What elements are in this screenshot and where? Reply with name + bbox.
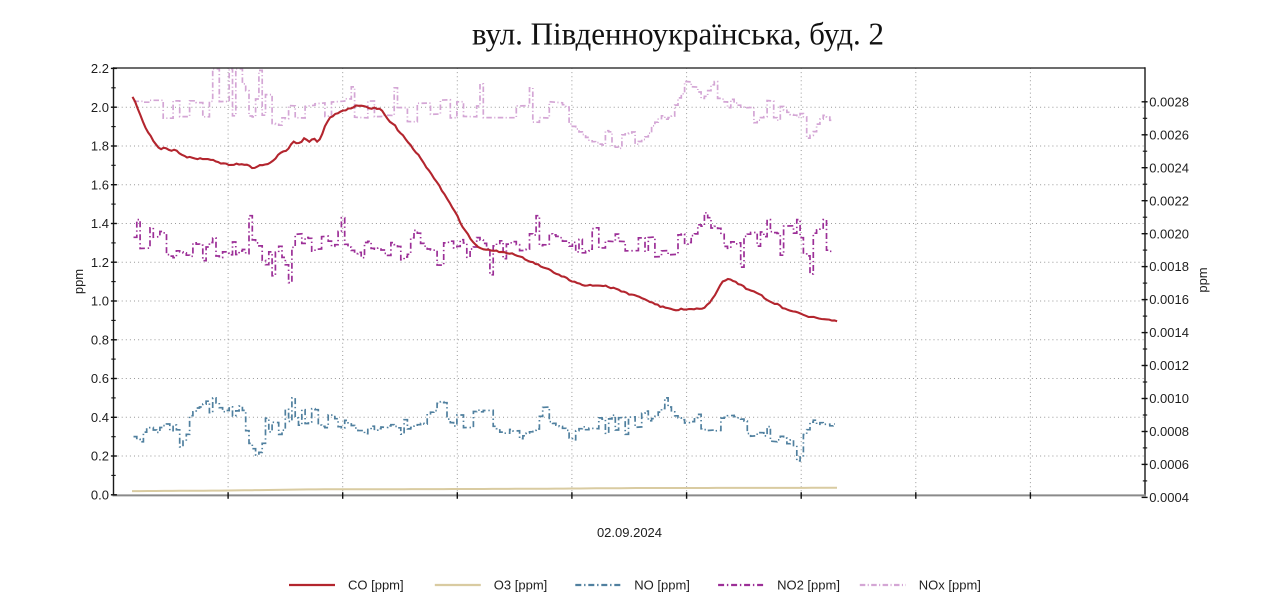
svg-text:0.2: 0.2 — [91, 449, 109, 464]
svg-text:ppm: ppm — [1195, 267, 1210, 292]
svg-text:0.0004: 0.0004 — [1149, 490, 1189, 505]
svg-text:0.0012: 0.0012 — [1149, 358, 1189, 373]
svg-text:0.4: 0.4 — [91, 410, 109, 425]
svg-text:1.2: 1.2 — [91, 255, 109, 270]
svg-text:0.0018: 0.0018 — [1149, 259, 1189, 274]
svg-text:0.8: 0.8 — [91, 332, 109, 347]
svg-text:0.0006: 0.0006 — [1149, 457, 1189, 472]
svg-text:0.0028: 0.0028 — [1149, 94, 1189, 109]
svg-text:O3 [ppm]: O3 [ppm] — [494, 577, 547, 592]
svg-text:вул. Південноукраїнська, буд.: вул. Південноукраїнська, буд. 2 — [472, 16, 884, 52]
svg-text:0.0026: 0.0026 — [1149, 127, 1189, 142]
svg-text:0.0008: 0.0008 — [1149, 424, 1189, 439]
svg-text:0.0024: 0.0024 — [1149, 160, 1189, 175]
svg-text:1.8: 1.8 — [91, 139, 109, 154]
svg-text:0.0016: 0.0016 — [1149, 292, 1189, 307]
svg-text:2.2: 2.2 — [91, 61, 109, 76]
svg-text:0.6: 0.6 — [91, 371, 109, 386]
svg-text:ppm: ppm — [71, 269, 86, 294]
svg-text:1.6: 1.6 — [91, 177, 109, 192]
svg-text:2.0: 2.0 — [91, 100, 109, 115]
svg-text:NO [ppm]: NO [ppm] — [634, 577, 690, 592]
svg-text:0.0014: 0.0014 — [1149, 325, 1189, 340]
svg-text:NOx [ppm]: NOx [ppm] — [919, 577, 981, 592]
svg-text:02.09.2024: 02.09.2024 — [597, 525, 662, 540]
svg-text:1.0: 1.0 — [91, 294, 109, 309]
svg-text:0.0: 0.0 — [91, 487, 109, 502]
svg-text:1.4: 1.4 — [91, 216, 109, 231]
svg-text:0.0022: 0.0022 — [1149, 193, 1189, 208]
svg-text:NO2 [ppm]: NO2 [ppm] — [777, 577, 840, 592]
svg-text:CO [ppm]: CO [ppm] — [348, 577, 404, 592]
svg-text:0.0010: 0.0010 — [1149, 391, 1189, 406]
svg-text:0.0020: 0.0020 — [1149, 226, 1189, 241]
